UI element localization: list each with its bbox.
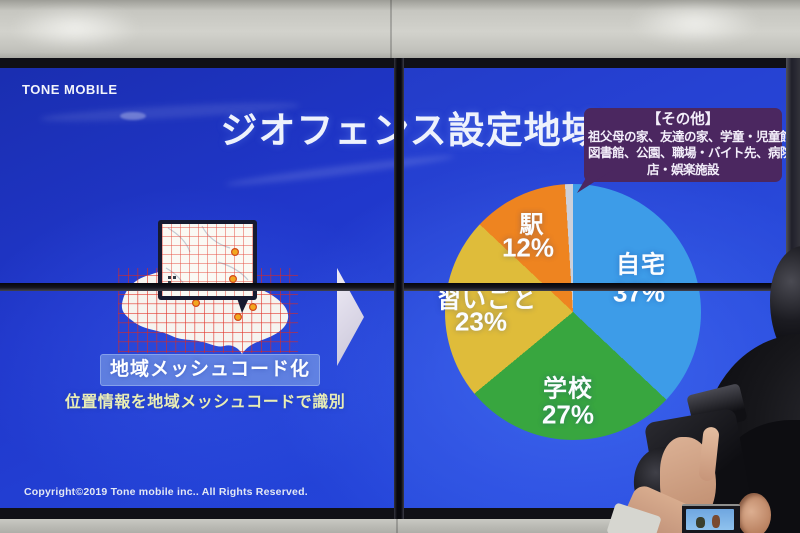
camera-lcd-screen	[686, 509, 734, 530]
photographer-ear	[737, 493, 771, 533]
location-marker	[191, 298, 200, 307]
brand-logo-text: TONE MOBILE	[22, 82, 118, 97]
pie-slice-percent: 37%	[612, 277, 666, 308]
pie-chart	[445, 184, 701, 440]
camera-lcd	[682, 504, 740, 533]
pie-slice-label: 習いごと	[437, 286, 537, 314]
others-callout-line: 店・娯楽施設	[646, 162, 720, 177]
ceiling-light-reflection	[630, 2, 760, 44]
mesh-inset-panel	[158, 220, 257, 313]
inset-pointer	[237, 298, 249, 313]
mesh-caption: 位置情報を地域メッシュコードで識別	[64, 394, 346, 411]
others-callout-line: 図書館、公園、職場・バイト先、病院	[588, 146, 786, 161]
screen-reflection	[120, 112, 146, 120]
wall-seam	[390, 0, 392, 58]
pie-slice-label: 学校	[543, 375, 593, 403]
pie-slice-percent: 27%	[541, 399, 595, 430]
pie-slice-label: 駅	[519, 211, 545, 239]
wall-bottom	[0, 519, 800, 533]
location-marker	[229, 274, 238, 283]
pie-slice-percent: 12%	[501, 232, 555, 263]
wall-seam	[396, 519, 398, 533]
location-marker	[234, 312, 243, 321]
others-callout-box: 【その他】 祖父母の家、友達の家、学童・児童館 図書館、公園、職場・バイト先、病…	[584, 108, 786, 182]
pie-slice-label: 自宅	[616, 251, 666, 279]
wall-top	[0, 0, 800, 58]
slide-title: ジオフェンス設定地域	[220, 110, 600, 151]
location-marker	[231, 248, 240, 257]
others-callout-heading: 【その他】	[646, 112, 720, 128]
pie-slice-percent: 23%	[454, 306, 508, 337]
mesh-code-label: 地域メッシュコード化	[100, 354, 320, 386]
others-callout-line: 祖父母の家、友達の家、学童・児童館	[588, 130, 786, 145]
copyright-text: Copyright©2019 Tone mobile inc.. All Rig…	[24, 486, 308, 498]
ceiling-light-reflection	[10, 6, 140, 50]
screen-bezel-vertical	[394, 58, 404, 519]
location-marker	[249, 302, 258, 311]
